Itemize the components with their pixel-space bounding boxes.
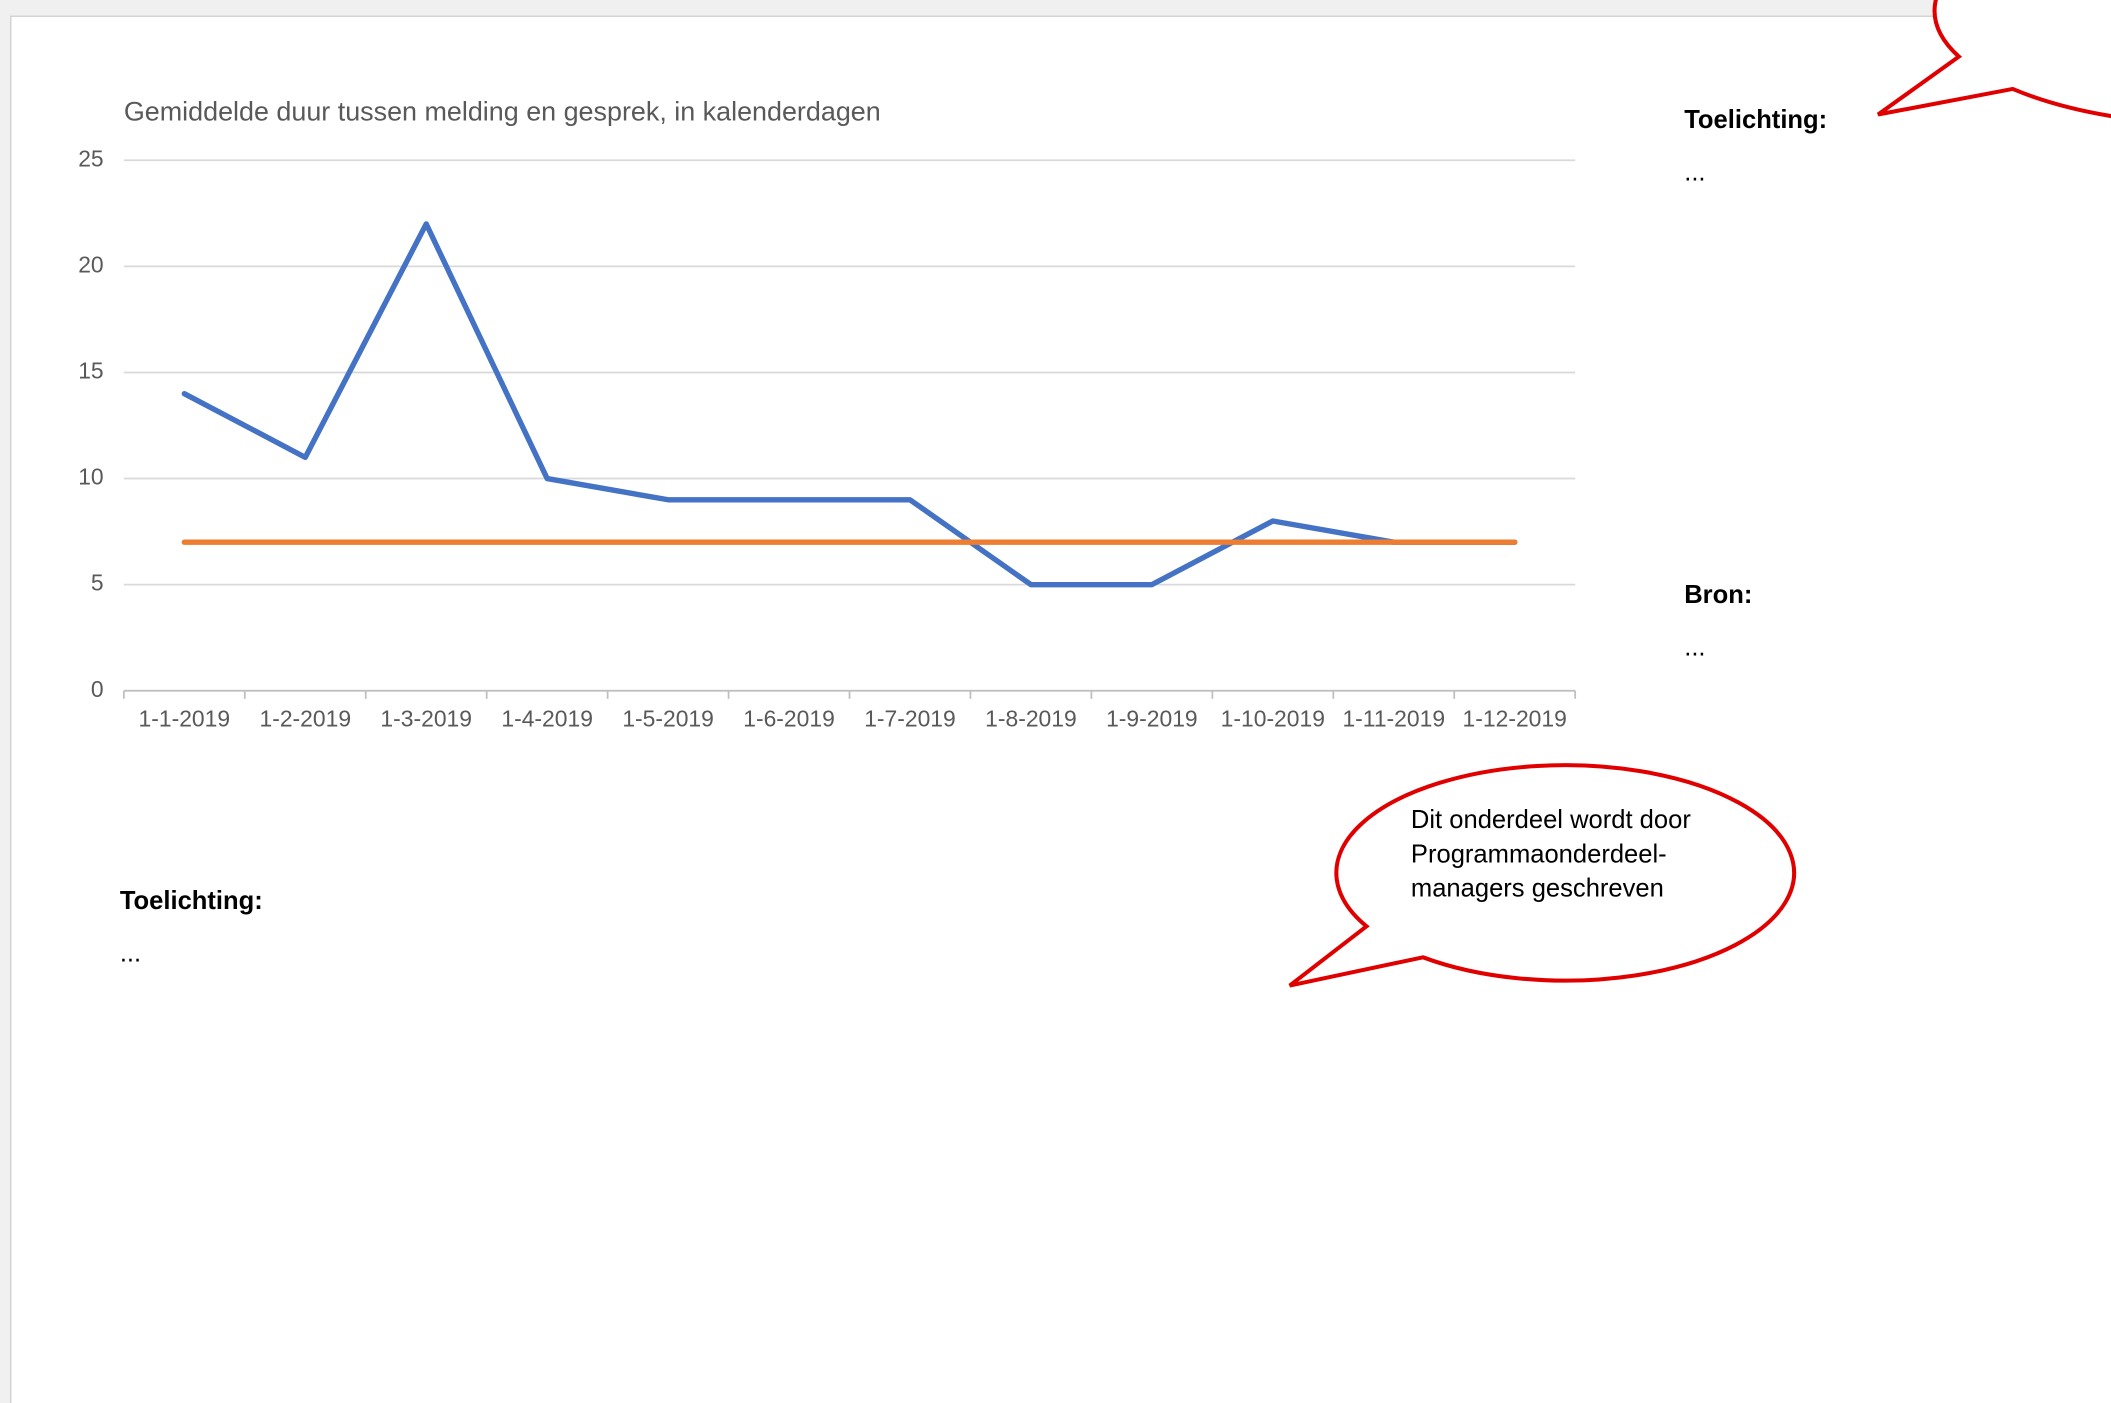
side-explanation-text: ... bbox=[1684, 159, 1705, 187]
callout-text: Dit onderdeel wordt door Programmaonderde… bbox=[1411, 806, 1691, 903]
x-tick-label: 1-3-2019 bbox=[380, 705, 472, 731]
y-tick-label: 5 bbox=[91, 570, 104, 596]
chart: 0 5 10 15 20 25 1-1-2019 1-2-2019 1-3-2019 1-4-20… bbox=[78, 145, 1577, 731]
callout-bubble bbox=[1876, 0, 2111, 119]
x-tick-label: 1-8-2019 bbox=[985, 705, 1077, 731]
y-tick-label: 25 bbox=[78, 145, 103, 171]
side-explanation-label: Toelichting: bbox=[1684, 106, 1827, 134]
bottom-explanation-text: ... bbox=[120, 939, 141, 967]
callout-line: Programmaonderdeel- bbox=[1411, 840, 1667, 868]
y-tick-label: 10 bbox=[78, 464, 103, 490]
bottom-explanation-label: Toelichting: bbox=[120, 887, 263, 915]
callout-bubble bbox=[1288, 763, 1797, 988]
chart-title: Gemiddelde duur tussen melding en gespre… bbox=[124, 96, 881, 126]
y-tick-label: 0 bbox=[91, 676, 104, 702]
x-tick-label: 1-6-2019 bbox=[743, 705, 835, 731]
x-tick-label: 1-5-2019 bbox=[622, 705, 714, 731]
x-tick-label: 1-12-2019 bbox=[1463, 705, 1567, 731]
x-tick-label: 1-4-2019 bbox=[501, 705, 593, 731]
data-line bbox=[181, 221, 1518, 588]
x-tick-label: 1-9-2019 bbox=[1106, 705, 1198, 731]
page-sheet bbox=[10, 15, 2111, 1403]
x-tick-label: 1-11-2019 bbox=[1342, 705, 1445, 731]
source-text: ... bbox=[1684, 634, 1705, 662]
callout-line: managers geschreven bbox=[1411, 875, 1664, 903]
x-tick-label: 1-7-2019 bbox=[864, 705, 956, 731]
callout-line: Dit onderdeel wordt door bbox=[1411, 806, 1691, 834]
source-label: Bron: bbox=[1684, 581, 1752, 609]
x-tick-label: 1-1-2019 bbox=[139, 705, 231, 731]
x-tick-label: 1-2-2019 bbox=[259, 705, 351, 731]
y-tick-label: 20 bbox=[78, 251, 103, 277]
x-tick-label: 1-10-2019 bbox=[1221, 705, 1325, 731]
y-tick-label: 15 bbox=[78, 358, 103, 384]
